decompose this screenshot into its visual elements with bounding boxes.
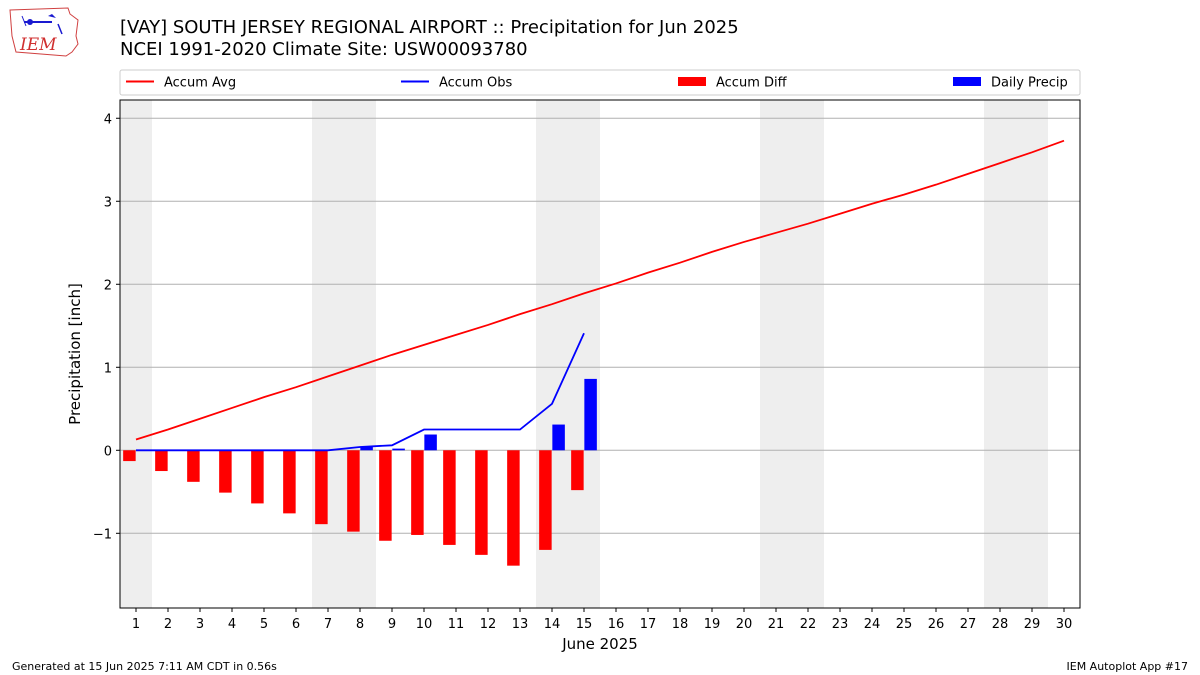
daily-precip-bar <box>552 424 565 451</box>
weekend-shade <box>120 100 152 608</box>
x-tick-label: 8 <box>356 617 364 632</box>
accum-diff-bar <box>283 450 296 514</box>
x-tick-label: 13 <box>512 617 529 632</box>
iem-logo: IEM <box>9 7 79 57</box>
x-tick-label: 24 <box>864 617 881 632</box>
chart-title: [VAY] SOUTH JERSEY REGIONAL AIRPORT :: P… <box>120 17 739 38</box>
accum-avg-line <box>135 139 1065 441</box>
x-tick-label: 15 <box>576 617 593 632</box>
x-tick-label: 5 <box>260 617 268 632</box>
y-tick-label: −1 <box>93 527 112 542</box>
x-tick-label: 20 <box>736 617 753 632</box>
x-tick-label: 10 <box>416 617 433 632</box>
accum-diff-bar <box>315 450 328 525</box>
accum-diff-bar <box>571 450 584 491</box>
daily-precip-bar <box>424 434 437 451</box>
x-axis-label: June 2025 <box>561 635 638 653</box>
weekend-shade <box>984 100 1048 608</box>
accum-diff-bar <box>123 450 136 462</box>
weekend-shade <box>760 100 824 608</box>
y-tick-label: 0 <box>104 444 112 459</box>
accum-obs-line <box>136 332 585 452</box>
x-tick-label: 1 <box>132 617 140 632</box>
x-tick-label: 14 <box>544 617 561 632</box>
daily-precip-bar <box>392 448 405 451</box>
chart-subtitle: NCEI 1991-2020 Climate Site: USW00093780 <box>120 39 528 60</box>
x-tick-label: 25 <box>896 617 913 632</box>
y-tick-label: 3 <box>104 195 112 210</box>
accum-diff-bar <box>443 450 456 545</box>
x-tick-label: 26 <box>928 617 945 632</box>
plot-frame <box>119 99 1081 609</box>
x-tick-label: 7 <box>324 617 332 632</box>
x-tick-label: 6 <box>292 617 300 632</box>
accum-diff-bar <box>411 450 424 535</box>
x-tick-label: 3 <box>196 617 204 632</box>
accum-diff-bar <box>155 450 168 472</box>
x-tick-label: 29 <box>1024 617 1041 632</box>
accum-diff-bar <box>379 450 392 541</box>
daily-precip-bar <box>584 378 597 451</box>
y-axis-label: Precipitation [inch] <box>66 283 84 425</box>
x-tick-label: 4 <box>228 617 236 632</box>
accum-diff-bar <box>539 450 552 550</box>
x-tick-label: 18 <box>672 617 689 632</box>
y-tick-label: 2 <box>104 278 112 293</box>
app-note: IEM Autoplot App #17 <box>1066 660 1189 673</box>
y-tick-label: 4 <box>104 112 112 127</box>
x-tick-label: 28 <box>992 617 1009 632</box>
legend-daily-precip-swatch <box>953 77 981 86</box>
weekend-shade <box>312 100 376 608</box>
y-tick-label: 1 <box>104 361 112 376</box>
legend-box <box>119 69 1081 96</box>
legend-accum-diff-swatch <box>678 77 706 86</box>
x-tick-label: 16 <box>608 617 625 632</box>
x-tick-label: 17 <box>640 617 657 632</box>
x-tick-label: 21 <box>768 617 785 632</box>
accum-diff-bar <box>251 450 264 504</box>
generated-note: Generated at 15 Jun 2025 7:11 AM CDT in … <box>12 660 277 673</box>
accum-diff-bar <box>347 450 360 532</box>
legend-accum-avg-label: Accum Avg <box>164 76 236 91</box>
accum-diff-bar <box>219 450 232 493</box>
x-tick-label: 23 <box>832 617 849 632</box>
x-tick-label: 19 <box>704 617 721 632</box>
x-tick-label: 27 <box>960 617 977 632</box>
accum-diff-bar <box>187 450 200 482</box>
x-tick-label: 11 <box>448 617 465 632</box>
legend-accum-obs-label: Accum Obs <box>439 76 512 91</box>
daily-precip-bar <box>360 446 373 451</box>
accum-diff-bar <box>507 450 520 566</box>
legend-accum-diff-label: Accum Diff <box>716 76 788 91</box>
accum-diff-bar <box>475 450 488 555</box>
x-tick-label: 9 <box>388 617 396 632</box>
x-tick-label: 12 <box>480 617 497 632</box>
iem-logo-text: IEM <box>19 35 57 55</box>
legend-daily-precip-label: Daily Precip <box>991 76 1068 91</box>
x-tick-label: 22 <box>800 617 817 632</box>
x-tick-label: 30 <box>1056 617 1073 632</box>
x-tick-label: 2 <box>164 617 172 632</box>
